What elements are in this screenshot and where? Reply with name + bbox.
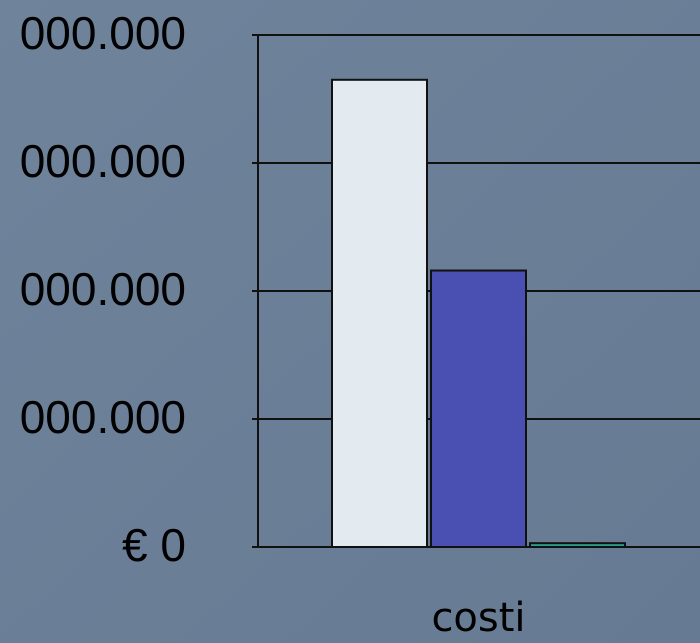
y-tick-label: 000.000: [20, 391, 186, 443]
bar: [430, 269, 527, 548]
bar: [331, 78, 428, 549]
y-tick-label: 000.000: [20, 7, 186, 59]
y-tick-label: 000.000: [20, 135, 186, 187]
y-tick-label: 000.000: [20, 263, 186, 315]
x-tick-label: costi: [431, 595, 525, 641]
y-tick-label: € 0: [122, 519, 186, 571]
